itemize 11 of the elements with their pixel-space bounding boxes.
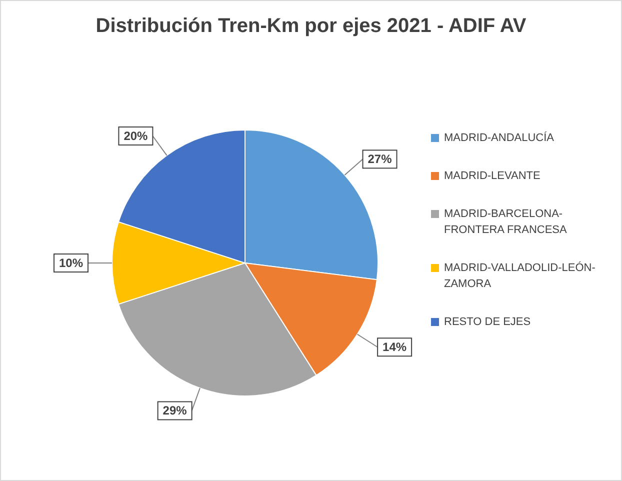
data-label: 10% [58,256,84,270]
data-label: 27% [368,152,392,166]
data-label: 29% [162,404,188,418]
legend-label: MADRID-LEVANTE [444,168,540,184]
legend-label: MADRID-VALLADOLID-LEÓN-ZAMORA [444,260,596,292]
legend-label: RESTO DE EJES [444,314,531,330]
chart-title: Distribución Tren-Km por ejes 2021 - ADIF AV [94,15,528,38]
legend-label: MADRID-ANDALUCÍA [444,130,554,146]
legend-label: MADRID-BARCELONA-FRONTERA FRANCESA [444,206,568,238]
data-label: 14% [382,340,407,354]
data-label: 20% [124,128,148,143]
